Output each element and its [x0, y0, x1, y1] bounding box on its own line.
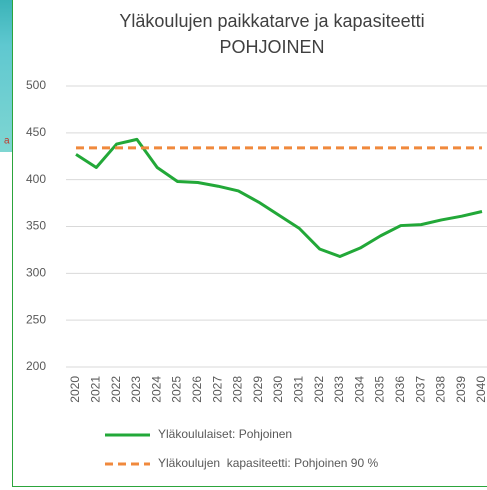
- chart-subtitle: POHJOINEN: [219, 37, 324, 57]
- x-tick-label: 2039: [454, 376, 468, 403]
- x-tick-label: 2033: [332, 376, 346, 403]
- x-tick-label: 2031: [291, 376, 305, 403]
- x-tick-label: 2037: [413, 376, 427, 403]
- series-line: [75, 137, 483, 258]
- x-tick-label: 2034: [352, 376, 366, 403]
- x-tick-label: 2020: [68, 376, 82, 403]
- x-tick-label: 2035: [373, 376, 387, 403]
- x-tick-label: 2024: [149, 376, 163, 403]
- x-tick-label: 2040: [474, 376, 487, 403]
- x-tick-label: 2038: [434, 376, 448, 403]
- y-tick-label: 350: [26, 219, 46, 233]
- x-tick-label: 2023: [129, 376, 143, 403]
- x-tick-label: 2026: [190, 376, 204, 403]
- y-tick-label: 500: [26, 78, 46, 92]
- chart-title: Yläkoulujen paikkatarve ja kapasiteetti: [119, 11, 424, 31]
- legend-label: Yläkoulujen kapasiteetti: Pohjoinen 90 %: [158, 456, 378, 470]
- x-tick-label: 2029: [251, 376, 265, 403]
- y-tick-label: 300: [26, 266, 46, 280]
- x-tick-label: 2021: [88, 376, 102, 403]
- x-tick-label: 2028: [231, 376, 245, 403]
- x-tick-label: 2036: [393, 376, 407, 403]
- y-tick-label: 450: [26, 125, 46, 139]
- side-image: [0, 0, 12, 152]
- y-tick-label: 250: [26, 312, 46, 326]
- x-tick-label: 2030: [271, 376, 285, 403]
- y-tick-label: 200: [26, 359, 46, 373]
- x-tick-label: 2032: [312, 376, 326, 403]
- x-tick-label: 2027: [210, 376, 224, 403]
- legend-label: Yläkoululaiset: Pohjoinen: [158, 427, 292, 441]
- side-fragment: a: [4, 136, 10, 147]
- y-tick-label: 400: [26, 172, 46, 186]
- x-tick-label: 2022: [109, 376, 123, 403]
- x-tick-label: 2025: [170, 376, 184, 403]
